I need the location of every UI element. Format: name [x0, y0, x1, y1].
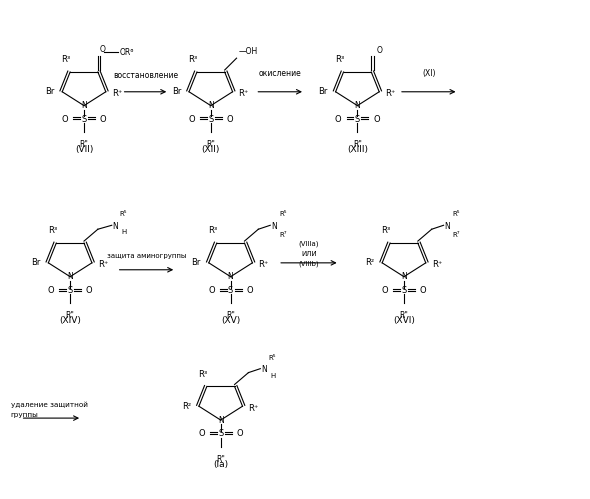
Text: O: O: [376, 46, 382, 55]
Text: O: O: [100, 115, 106, 124]
Text: (XVI): (XVI): [393, 316, 415, 325]
Text: N: N: [355, 101, 360, 110]
Text: O: O: [100, 45, 106, 54]
Text: R⁺: R⁺: [432, 260, 442, 269]
Text: N: N: [445, 222, 450, 231]
Text: S: S: [208, 115, 214, 124]
Text: R⁵: R⁵: [453, 212, 460, 218]
Text: (VII): (VII): [75, 145, 93, 154]
Text: R": R": [226, 311, 235, 320]
Text: S: S: [355, 115, 360, 124]
Text: O: O: [208, 286, 215, 295]
Text: N: N: [271, 222, 277, 231]
Text: O: O: [420, 286, 427, 295]
Text: S: S: [218, 430, 224, 439]
Text: R": R": [65, 311, 74, 320]
Text: R": R": [206, 140, 215, 149]
Text: R²: R²: [365, 258, 374, 267]
Text: R": R": [217, 455, 225, 464]
Text: H: H: [122, 229, 127, 235]
Text: Br: Br: [172, 87, 181, 96]
Text: R⁵: R⁵: [279, 212, 287, 218]
Text: —OH: —OH: [238, 47, 258, 56]
Text: O: O: [382, 286, 388, 295]
Text: O: O: [198, 430, 205, 439]
Text: R⁺: R⁺: [248, 404, 259, 413]
Text: S: S: [401, 286, 407, 295]
Text: O: O: [61, 115, 68, 124]
Text: S: S: [67, 286, 73, 295]
Text: (VIIIb): (VIIIb): [299, 260, 319, 267]
Text: (VIIIa): (VIIIa): [299, 241, 319, 247]
Text: восстановление: восстановление: [113, 71, 178, 80]
Text: O: O: [188, 115, 195, 124]
Text: N: N: [261, 365, 267, 374]
Text: R⁺: R⁺: [112, 89, 122, 98]
Text: O: O: [237, 430, 243, 439]
Text: (XV): (XV): [221, 316, 240, 325]
Text: O: O: [247, 286, 253, 295]
Text: N: N: [113, 222, 119, 231]
Text: удаление защитной: удаление защитной: [11, 402, 88, 408]
Text: R³: R³: [208, 226, 217, 235]
Text: R³: R³: [61, 55, 71, 64]
Text: N: N: [218, 416, 224, 425]
Text: (XI): (XI): [422, 69, 435, 78]
Text: R": R": [80, 140, 88, 149]
Text: O: O: [48, 286, 54, 295]
Text: Br: Br: [45, 87, 54, 96]
Text: R⁺: R⁺: [385, 89, 395, 98]
Text: R³: R³: [188, 55, 198, 64]
Text: R³: R³: [335, 55, 344, 64]
Text: R³: R³: [198, 370, 208, 379]
Text: R⁷: R⁷: [453, 232, 460, 238]
Text: (XIV): (XIV): [59, 316, 81, 325]
Text: окисление: окисление: [259, 69, 301, 78]
Text: R⁵: R⁵: [268, 355, 276, 361]
Text: O: O: [86, 286, 93, 295]
Text: группы: группы: [11, 412, 38, 418]
Text: R⁷: R⁷: [279, 232, 287, 238]
Text: S: S: [81, 115, 87, 124]
Text: O: O: [335, 115, 342, 124]
Text: ИЛИ: ИЛИ: [301, 251, 317, 257]
Text: H: H: [270, 373, 276, 379]
Text: R": R": [353, 140, 362, 149]
Text: N: N: [81, 101, 87, 110]
Text: (XII): (XII): [202, 145, 220, 154]
Text: O: O: [227, 115, 233, 124]
Text: R³: R³: [48, 226, 57, 235]
Text: N: N: [401, 272, 407, 281]
Text: R²: R²: [182, 402, 191, 411]
Text: Br: Br: [319, 87, 327, 96]
Text: R": R": [399, 311, 408, 320]
Text: R⁺: R⁺: [258, 260, 268, 269]
Text: N: N: [208, 101, 214, 110]
Text: R⁺: R⁺: [238, 89, 249, 98]
Text: защита аминогруппы: защита аминогруппы: [107, 253, 186, 259]
Text: (XIII): (XIII): [347, 145, 368, 154]
Text: N: N: [228, 272, 234, 281]
Text: Br: Br: [192, 258, 201, 267]
Text: R⁺: R⁺: [98, 260, 108, 269]
Text: R³: R³: [382, 226, 391, 235]
Text: O: O: [373, 115, 380, 124]
Text: R⁵: R⁵: [120, 212, 127, 218]
Text: (Ia): (Ia): [213, 460, 228, 469]
Text: Br: Br: [31, 258, 41, 267]
Text: N: N: [67, 272, 73, 281]
Text: OR⁶: OR⁶: [120, 48, 134, 57]
Text: S: S: [228, 286, 233, 295]
